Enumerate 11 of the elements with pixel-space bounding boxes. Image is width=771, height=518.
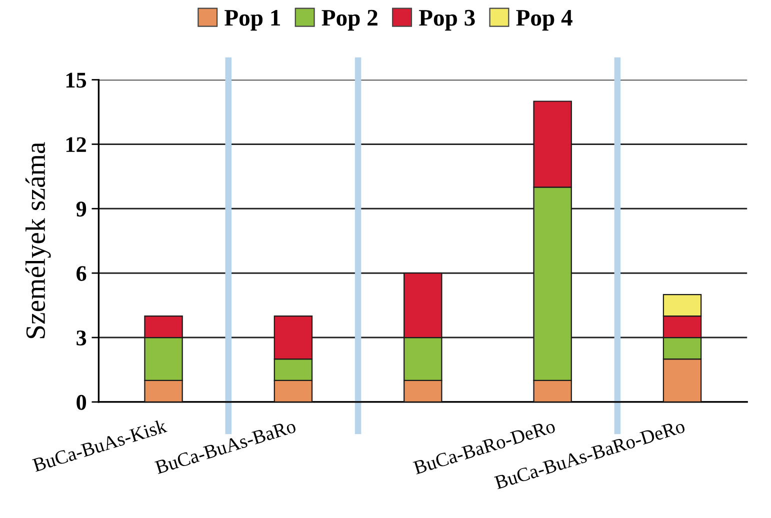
legend-label: Pop 2 [322,10,378,31]
y-tick-label: 6 [76,266,86,282]
legend-label: Pop 3 [418,10,475,31]
y-axis-title: Személyek száma [25,142,51,338]
y-tick-label: 15 [66,72,86,88]
legend-label: Pop 4 [516,10,572,31]
y-tick-label: 12 [66,137,86,152]
y-tick-label: 3 [76,330,86,346]
legend-label: Pop 1 [224,10,280,31]
y-tick-label: 0 [76,394,86,410]
y-tick-label: 9 [76,202,86,217]
